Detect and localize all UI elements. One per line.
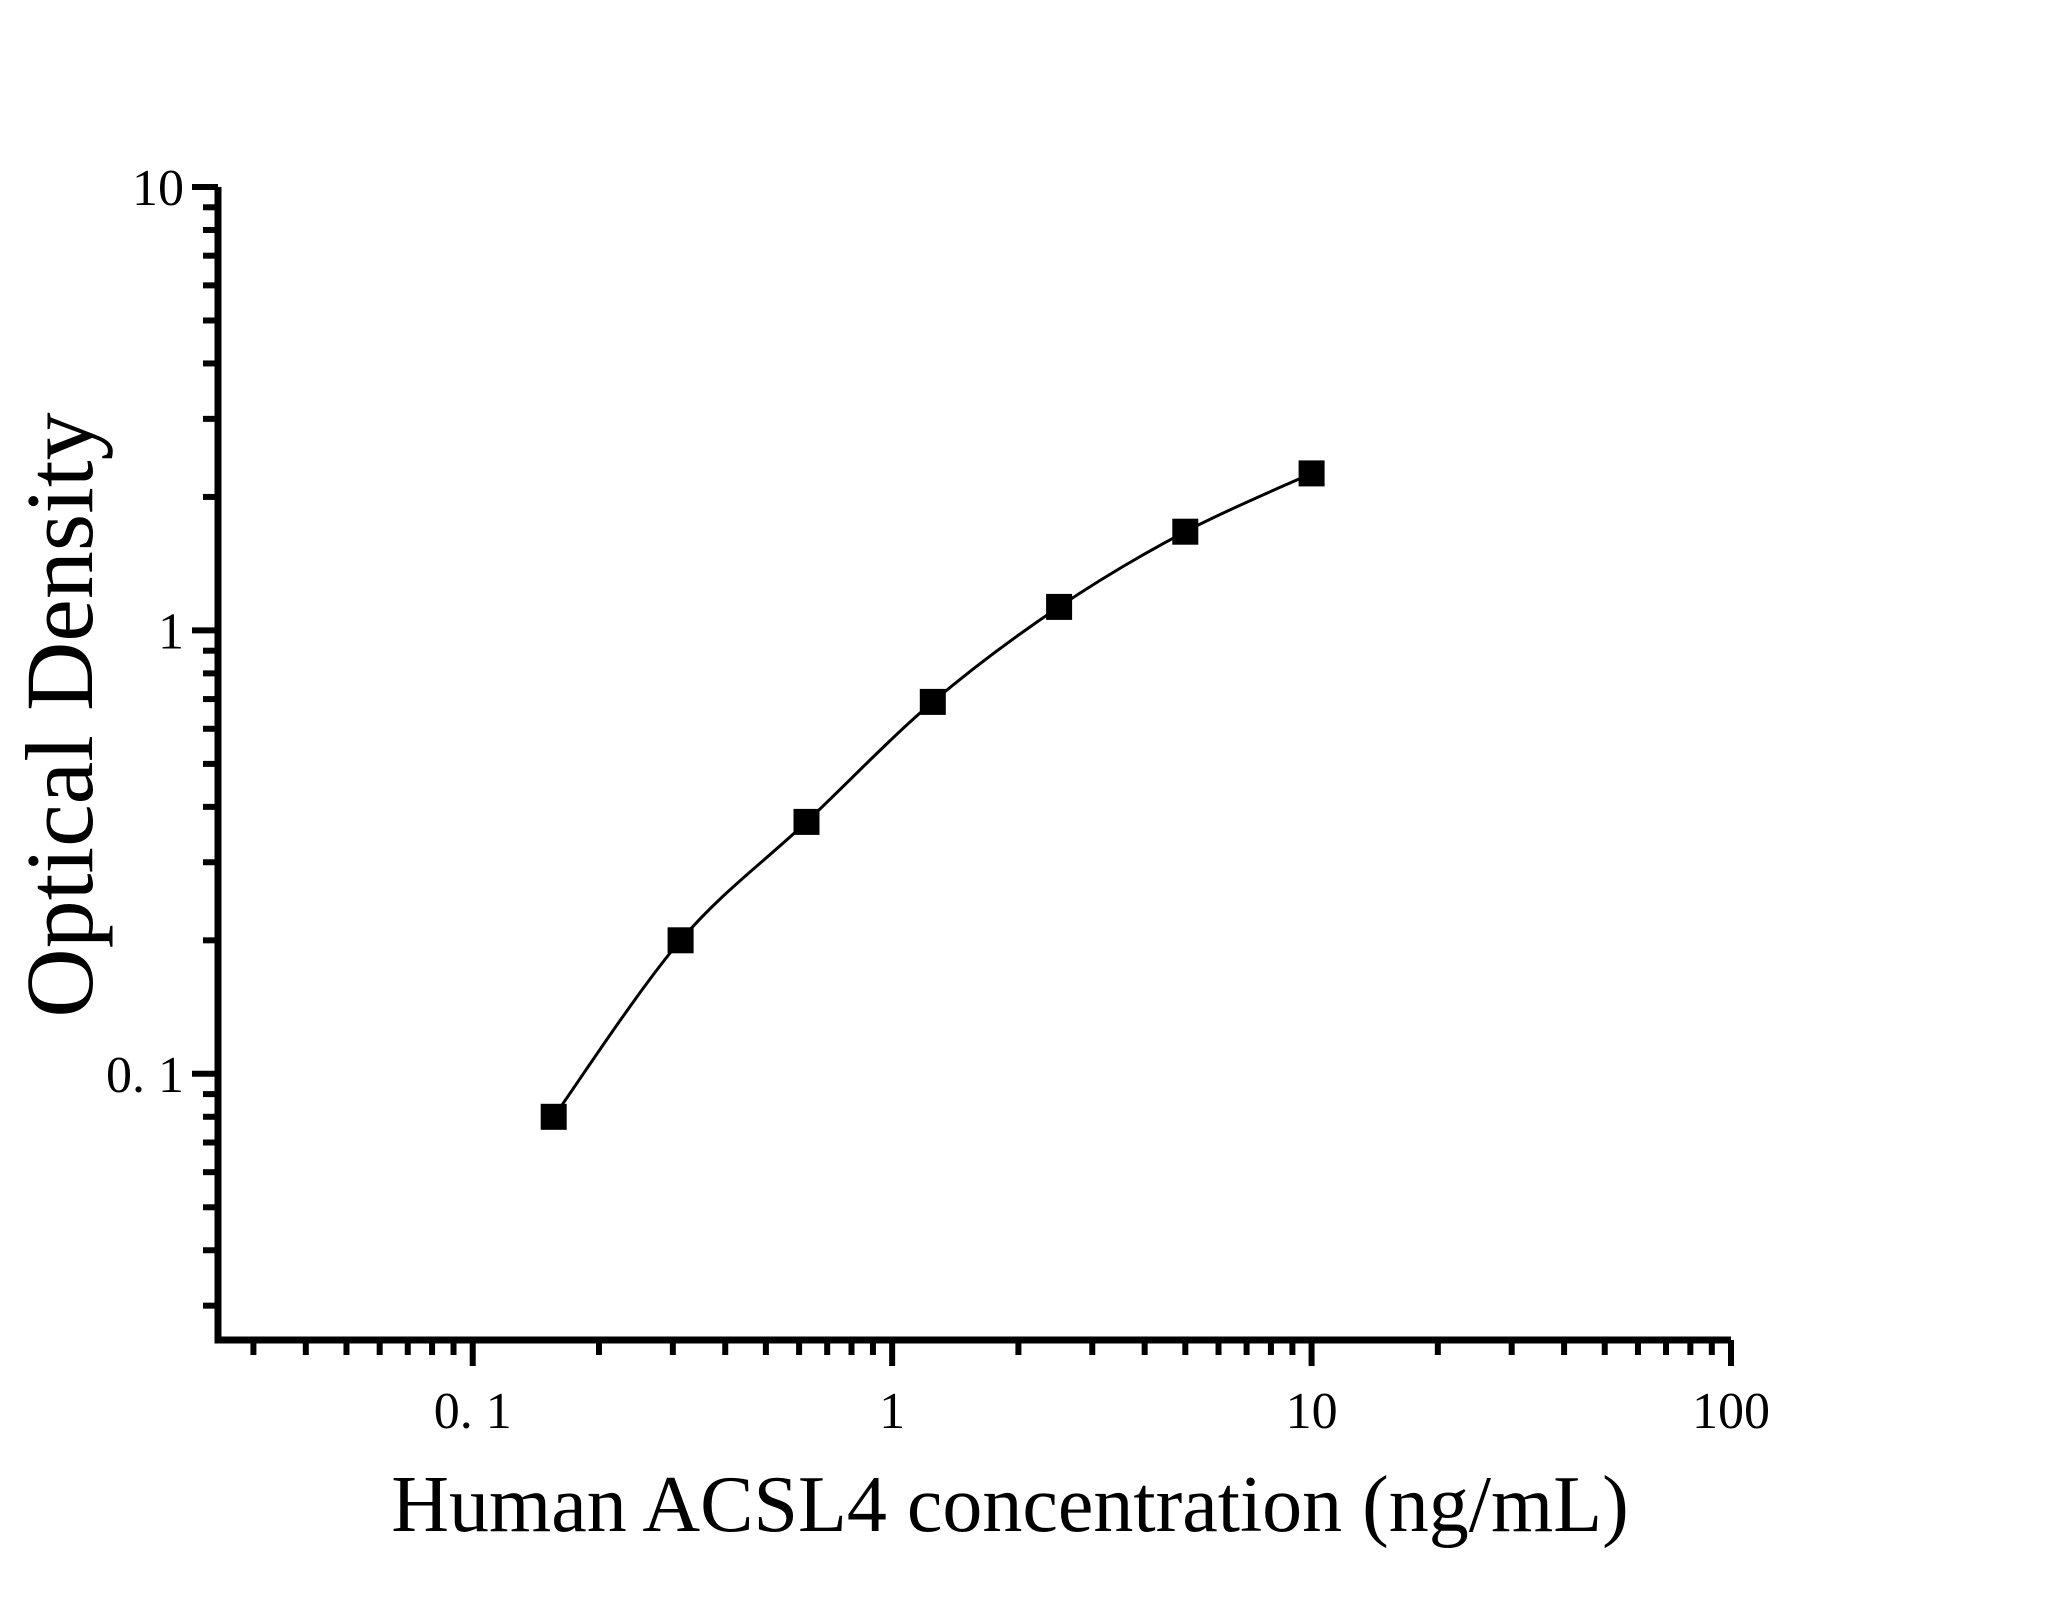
data-point-marker	[667, 927, 694, 954]
data-point-marker	[1046, 593, 1073, 620]
x-tick-label: 100	[1692, 1383, 1770, 1440]
y-axis-title: Optical Density	[6, 412, 113, 1018]
x-tick-label: 1	[879, 1383, 905, 1440]
data-point-marker	[919, 688, 946, 715]
axes-spines	[214, 187, 1731, 1344]
data-point-marker	[540, 1103, 567, 1130]
data-point-marker	[1172, 518, 1199, 545]
x-tick-label: 0. 1	[434, 1383, 512, 1440]
y-tick-label: 0. 1	[106, 1047, 184, 1104]
y-tick-label: 10	[132, 160, 184, 217]
data-point-marker	[1298, 460, 1325, 487]
standard-curve-line	[552, 472, 1313, 1118]
y-tick-label: 1	[158, 603, 184, 660]
x-tick-label: 10	[1286, 1383, 1338, 1440]
x-axis-title: Human ACSL4 concentration (ng/mL)	[391, 1461, 1629, 1549]
data-point-marker	[793, 808, 820, 835]
